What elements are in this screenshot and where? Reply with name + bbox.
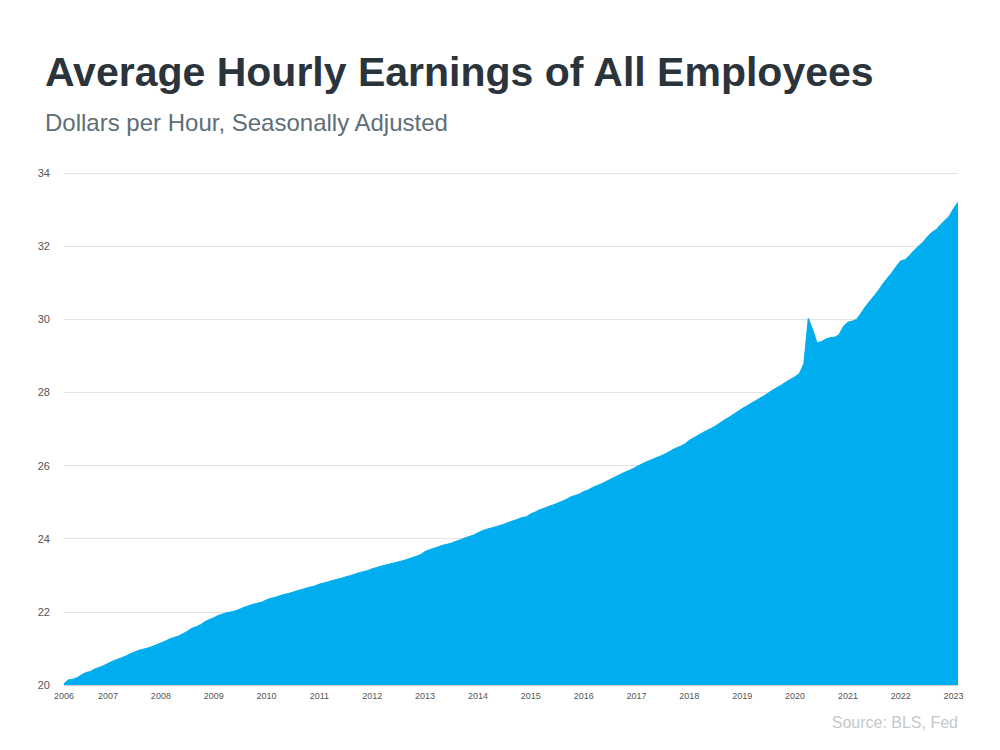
svg-text:30: 30 <box>38 313 50 325</box>
svg-text:Average Hourly Earnings of All: Average Hourly Earnings of All Employees <box>45 49 874 95</box>
svg-text:26: 26 <box>38 460 50 472</box>
svg-text:2019: 2019 <box>732 691 752 701</box>
svg-text:32: 32 <box>38 240 50 252</box>
svg-text:2007: 2007 <box>98 691 118 701</box>
svg-text:2012: 2012 <box>362 691 382 701</box>
svg-text:24: 24 <box>38 533 50 545</box>
svg-text:2010: 2010 <box>257 691 277 701</box>
svg-text:Dollars per Hour, Seasonally A: Dollars per Hour, Seasonally Adjusted <box>45 109 448 136</box>
svg-text:20: 20 <box>38 679 50 691</box>
svg-text:28: 28 <box>38 386 50 398</box>
svg-text:2009: 2009 <box>204 691 224 701</box>
svg-text:2011: 2011 <box>310 691 329 701</box>
svg-text:Source: BLS, Fed: Source: BLS, Fed <box>832 714 958 731</box>
svg-text:2022: 2022 <box>891 691 911 701</box>
svg-text:2023: 2023 <box>944 691 964 701</box>
svg-text:2018: 2018 <box>679 691 699 701</box>
svg-text:2008: 2008 <box>151 691 171 701</box>
svg-text:22: 22 <box>38 606 50 618</box>
svg-text:2015: 2015 <box>521 691 541 701</box>
svg-text:2021: 2021 <box>838 691 858 701</box>
svg-text:2016: 2016 <box>574 691 594 701</box>
svg-text:2020: 2020 <box>785 691 805 701</box>
svg-text:34: 34 <box>38 167 50 179</box>
svg-text:2006: 2006 <box>54 691 74 701</box>
svg-text:2017: 2017 <box>626 691 646 701</box>
svg-text:2013: 2013 <box>415 691 435 701</box>
svg-text:2014: 2014 <box>468 691 488 701</box>
